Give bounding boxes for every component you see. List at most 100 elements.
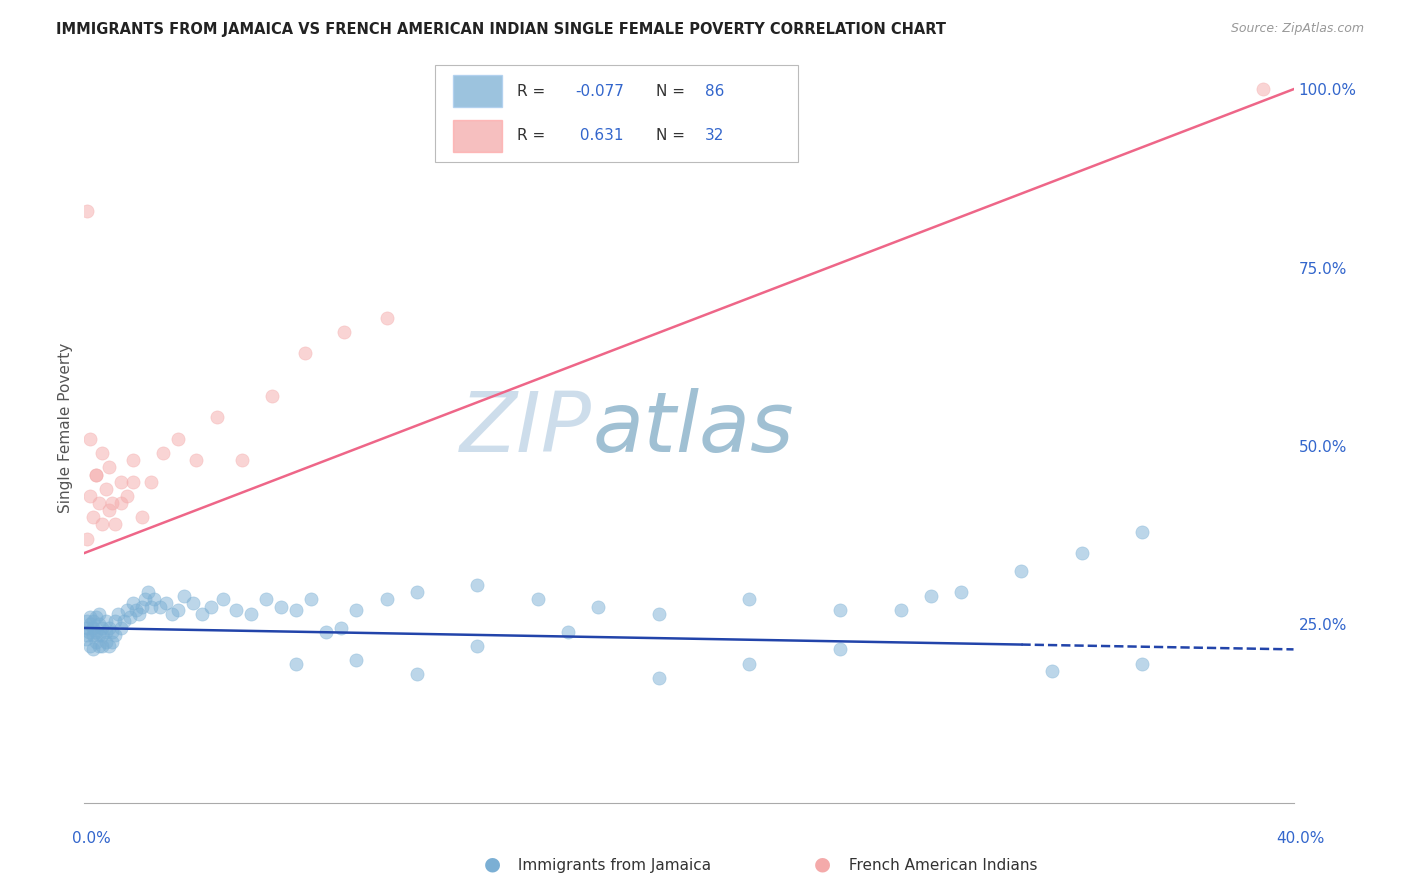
Text: 40.0%: 40.0% — [1277, 831, 1324, 846]
Point — [86, 635, 108, 649]
Point — [75, 632, 97, 646]
Point — [76, 621, 98, 635]
Point — [1253, 82, 1275, 96]
Point — [86, 467, 108, 482]
Point — [1130, 657, 1153, 671]
Point — [191, 607, 214, 621]
Point — [94, 482, 117, 496]
Point — [270, 599, 292, 614]
Point — [225, 603, 247, 617]
Point — [375, 592, 398, 607]
Point — [294, 346, 316, 360]
Point — [239, 607, 262, 621]
Point — [100, 624, 122, 639]
Point — [79, 489, 101, 503]
Point — [330, 621, 353, 635]
Point — [333, 325, 356, 339]
Point — [557, 624, 579, 639]
Point — [131, 510, 153, 524]
Point — [110, 621, 132, 635]
Point — [1040, 664, 1063, 678]
Point — [142, 592, 165, 607]
Point — [104, 614, 127, 628]
Text: French American Indians: French American Indians — [844, 858, 1038, 872]
Point — [94, 624, 117, 639]
Point — [167, 432, 190, 446]
Point — [467, 578, 489, 592]
Y-axis label: Single Female Poverty: Single Female Poverty — [58, 343, 73, 513]
Point — [97, 639, 120, 653]
Point — [82, 621, 104, 635]
Point — [76, 628, 98, 642]
Bar — [453, 120, 502, 152]
Text: ●: ● — [484, 855, 501, 873]
Point — [107, 607, 129, 621]
Point — [86, 624, 108, 639]
Point — [121, 475, 143, 489]
Point — [1071, 546, 1094, 560]
Point — [125, 603, 148, 617]
Point — [82, 628, 104, 642]
Point — [91, 639, 114, 653]
Point — [285, 603, 308, 617]
Point — [920, 589, 942, 603]
Point — [588, 599, 610, 614]
Point — [76, 614, 98, 628]
Point — [375, 310, 398, 325]
Point — [231, 453, 253, 467]
Point — [76, 203, 98, 218]
Text: 0.631: 0.631 — [575, 128, 624, 144]
Point — [89, 617, 111, 632]
Point — [186, 453, 208, 467]
Point — [91, 446, 114, 460]
Point — [738, 592, 761, 607]
Point — [1011, 564, 1033, 578]
Text: -0.077: -0.077 — [575, 84, 624, 98]
Point — [648, 671, 671, 685]
Point — [128, 607, 150, 621]
Point — [91, 517, 114, 532]
Point — [181, 596, 204, 610]
Point — [115, 603, 138, 617]
Point — [830, 603, 852, 617]
Point — [100, 635, 122, 649]
Point — [139, 599, 162, 614]
Point — [94, 614, 117, 628]
Text: N =: N = — [657, 84, 690, 98]
Point — [77, 624, 100, 639]
Point — [648, 607, 671, 621]
Point — [134, 592, 156, 607]
Point — [285, 657, 308, 671]
Point — [89, 496, 111, 510]
Point — [152, 446, 174, 460]
Point — [82, 642, 104, 657]
Text: ●: ● — [814, 855, 831, 873]
Text: Immigrants from Jamaica: Immigrants from Jamaica — [513, 858, 711, 872]
Point — [155, 596, 177, 610]
Point — [254, 592, 277, 607]
Point — [79, 610, 101, 624]
Point — [86, 467, 108, 482]
Point — [89, 628, 111, 642]
Point — [82, 614, 104, 628]
Point — [830, 642, 852, 657]
Point — [406, 585, 429, 599]
Point — [149, 599, 172, 614]
Bar — [434, 65, 797, 162]
Point — [890, 603, 912, 617]
Point — [79, 639, 101, 653]
Point — [207, 410, 229, 425]
Point — [115, 489, 138, 503]
Text: 32: 32 — [704, 128, 724, 144]
Point — [104, 628, 127, 642]
Point — [97, 503, 120, 517]
Point — [91, 628, 114, 642]
Text: N =: N = — [657, 128, 690, 144]
Point — [79, 617, 101, 632]
Point — [86, 610, 108, 624]
Point — [346, 653, 368, 667]
Point — [467, 639, 489, 653]
Point — [121, 453, 143, 467]
Bar — [453, 75, 502, 107]
Point — [110, 475, 132, 489]
